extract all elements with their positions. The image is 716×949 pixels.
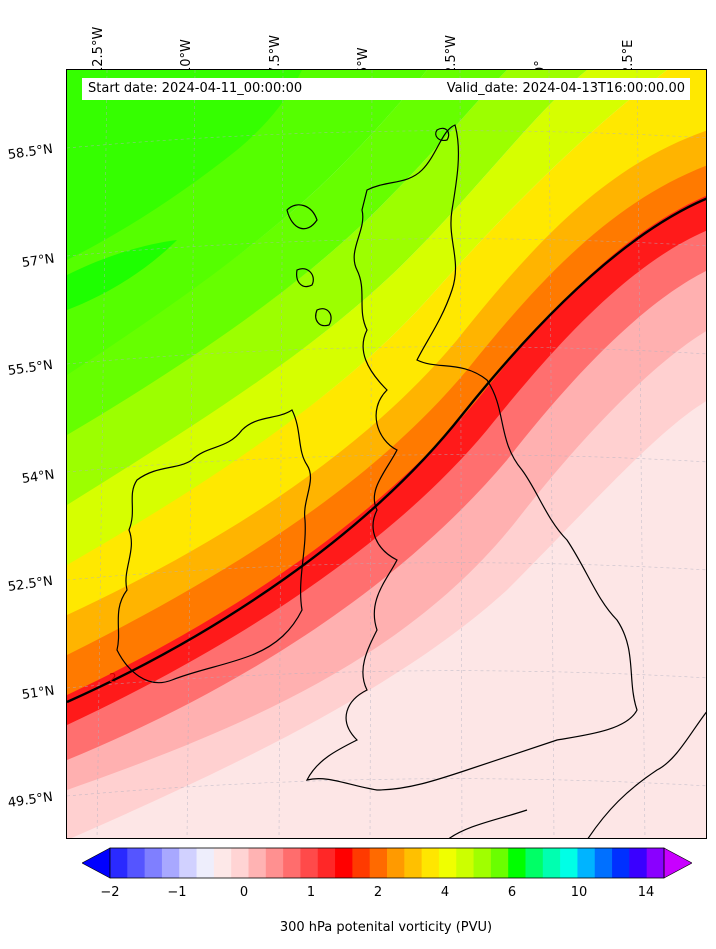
contour-label: 2 [109, 671, 117, 685]
colorbar-segment [646, 848, 665, 878]
lat-label-55.5n: 55.5°N [6, 357, 54, 379]
colorbar-tick: 2 [373, 885, 383, 900]
colorbar-segment [473, 848, 492, 878]
colorbar-segment [577, 848, 596, 878]
colorbar-segment [369, 848, 388, 878]
colorbar-segment [542, 848, 561, 878]
lat-label-54n: 54°N [20, 467, 56, 487]
colorbar-segment [127, 848, 146, 878]
colorbar-tick: 6 [507, 885, 517, 900]
colorbar-segment [525, 848, 544, 878]
colorbar-segment [421, 848, 440, 878]
colorbar-segment [352, 848, 371, 878]
colorbar-segment [490, 848, 509, 878]
colorbar-extend-min [82, 847, 111, 879]
colorbar-segment [248, 848, 267, 878]
colorbar-segment [560, 848, 578, 878]
colorbar-segment [300, 848, 319, 878]
colorbar-tick: 10 [570, 885, 588, 900]
lon-label-12.5w: 12.5°W [91, 26, 106, 75]
colorbar-tick: −1 [167, 885, 187, 900]
colorbar-label: 300 hPa potenital vorticity (PVU) [279, 920, 493, 935]
colorbar-segment [144, 848, 163, 878]
start-date-text: Start date: 2024-04-11_00:00:00 [88, 81, 303, 96]
colorbar-segment [456, 848, 475, 878]
colorbar-segment [508, 848, 526, 878]
colorbar-tick: 1 [306, 885, 316, 900]
lat-label-52.5n: 52.5°N [6, 573, 54, 595]
colorbar-segment [387, 848, 405, 878]
valid-date-text: Valid_date: 2024-04-13T16:00:00.00 [446, 81, 685, 96]
colorbar-segment [231, 848, 249, 878]
date-info-bar: Start date: 2024-04-11_00:00:00 Valid_da… [82, 78, 690, 100]
pv-map: 2 [66, 69, 707, 839]
colorbar-segment [283, 848, 301, 878]
lat-label-49.5n: 49.5°N [6, 789, 54, 811]
colorbar-segment [612, 848, 630, 878]
lat-label-51n: 51°N [20, 683, 56, 703]
colorbar-segment [179, 848, 198, 878]
colorbar-tick: 4 [440, 885, 450, 900]
colorbar-segment [213, 848, 232, 878]
coastlines [116, 124, 706, 838]
colorbar-segment [335, 848, 353, 878]
colorbar-tick: −2 [100, 885, 120, 900]
colorbar-segment [161, 848, 180, 878]
pv-field: 2 [67, 70, 706, 838]
colorbar-extend-max [663, 847, 692, 879]
colorbar-segment [404, 848, 423, 878]
colorbar-segment [317, 848, 336, 878]
pv-bands [67, 70, 706, 838]
colorbar-segment [629, 848, 648, 878]
graticule [67, 70, 706, 838]
lat-label-58.5n: 58.5°N [6, 141, 54, 163]
colorbar-tick: 0 [239, 885, 249, 900]
lat-label-57n: 57°N [20, 251, 56, 271]
colorbar [82, 847, 692, 879]
pv-2-contour: 2 [67, 197, 706, 704]
colorbar-tick: 14 [637, 885, 655, 900]
colorbar-segment [265, 848, 284, 878]
colorbar-segment [110, 848, 128, 878]
colorbar-outline [109, 847, 665, 879]
colorbar-segment [438, 848, 457, 878]
colorbar-segment [196, 848, 215, 878]
colorbar-segment [594, 848, 613, 878]
